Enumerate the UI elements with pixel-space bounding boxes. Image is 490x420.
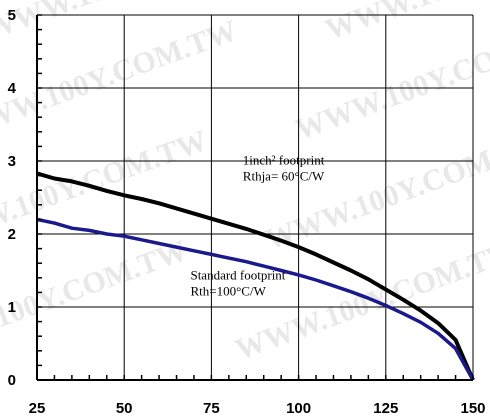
series-line-2	[36, 217, 475, 381]
annotation-2-line-1: Standard footprint	[190, 267, 285, 282]
tick-labels: 25 50 75 100 125 150 0 1 2 3 4 5	[8, 7, 486, 417]
watermark-text: WWW.100Y.COM.TW	[321, 0, 490, 47]
axes	[36, 14, 474, 381]
x-tick-label: 25	[29, 400, 46, 417]
y-tick-label: 3	[8, 153, 16, 170]
annotation-1-line-2: Rthja= 60°C/W	[243, 169, 325, 184]
y-tick-label: 5	[8, 7, 16, 24]
series-line-1	[36, 171, 475, 381]
x-tick-label: 75	[203, 400, 220, 417]
watermark-text: WWW.100Y.COM.TW	[291, 14, 490, 147]
series-layer	[36, 171, 475, 381]
y-tick-label: 2	[8, 226, 16, 243]
annotation-2-line-2: Rth=100°C/W	[190, 283, 266, 298]
x-tick-label: 125	[373, 400, 398, 417]
y-tick-label: 0	[8, 372, 16, 389]
annotation-1-line-1: 1inch² footprint	[243, 153, 325, 168]
x-tick-label: 100	[286, 400, 311, 417]
y-tick-label: 1	[8, 299, 16, 316]
y-tick-label: 4	[8, 80, 17, 97]
watermark-text: WWW.100Y.COM.TW	[0, 234, 191, 367]
x-tick-label: 50	[116, 400, 133, 417]
watermark-text: WWW.100Y.COM.TW	[261, 124, 490, 257]
x-tick-label: 150	[460, 400, 485, 417]
